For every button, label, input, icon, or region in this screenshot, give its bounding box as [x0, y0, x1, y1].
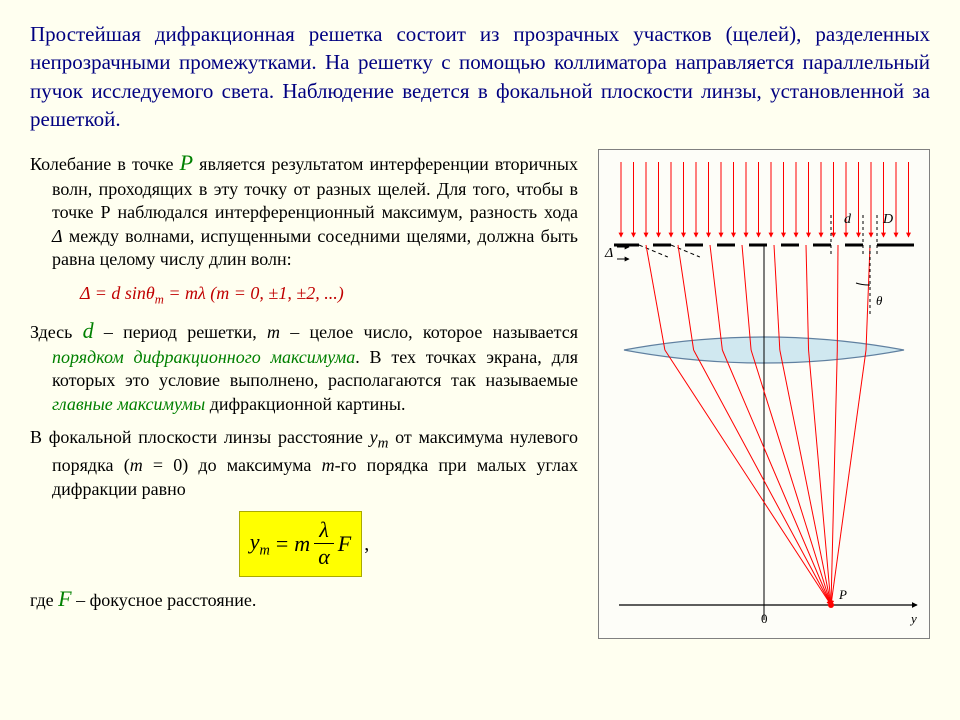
ym-y: ym: [250, 528, 270, 560]
p4-body: – фокусное расстояние.: [72, 590, 257, 610]
p2-prefix: Здесь: [30, 322, 83, 342]
p2-body4: дифракционной картины.: [205, 394, 405, 414]
svg-text:D: D: [882, 212, 893, 227]
p4-prefix: где: [30, 590, 58, 610]
p1-body2: между волнами, испущенными соседними щел…: [52, 226, 578, 269]
ym-m: m: [294, 530, 310, 559]
eq-lhs: Δ = d sinθ: [80, 283, 155, 303]
variable-F: F: [58, 586, 71, 611]
ym-F: F: [338, 530, 351, 559]
term-maxima: главные максимумы: [52, 394, 205, 414]
ym-lambda: λ: [315, 518, 333, 542]
ym-fraction: λ α: [314, 518, 334, 569]
p1-prefix: Колебание в точке: [30, 154, 180, 174]
paragraph-1: Колебание в точке P является результатом…: [30, 149, 578, 271]
variable-ym: ym: [370, 427, 389, 447]
variable-d: d: [83, 318, 94, 343]
paragraph-3: В фокальной плоскости линзы расстояние y…: [30, 426, 578, 501]
diffraction-diagram: d D Δθ 0 y P: [598, 149, 930, 639]
intro-paragraph: Простейшая дифракционная решетка состоит…: [30, 20, 930, 133]
eq-sub-m: m: [155, 292, 164, 306]
eq-mid: = mλ: [164, 283, 206, 303]
svg-text:Δ: Δ: [604, 246, 613, 261]
p3-body1: фокальной плоскости линзы расстояние: [49, 427, 370, 447]
slide-page: Простейшая дифракционная решетка состоит…: [0, 0, 960, 649]
svg-text:d: d: [844, 212, 852, 227]
paragraph-4: где F – фокусное расстояние.: [30, 585, 578, 614]
variable-P: P: [180, 150, 193, 175]
term-order: порядком дифракционного максимума: [52, 347, 355, 367]
ym-alpha: α: [314, 545, 334, 569]
p2-body1: – период решетки,: [94, 322, 267, 342]
p3-body3: = 0) до максимума: [143, 455, 322, 475]
ym-formula-block: ym = m λ α F ,: [30, 511, 578, 576]
p2-body2: – целое число, которое называется: [280, 322, 578, 342]
svg-text:y: y: [909, 611, 917, 626]
variable-m-zero: m: [130, 455, 143, 475]
variable-m: m: [267, 322, 280, 342]
paragraph-2: Здесь d – период решетки, m – целое числ…: [30, 317, 578, 416]
svg-text:θ: θ: [876, 293, 883, 308]
eq-tail: (m = 0, ±1, ±2, ...): [206, 283, 344, 303]
svg-text:P: P: [838, 587, 847, 602]
grating-equation: Δ = d sinθm = mλ (m = 0, ±1, ±2, ...): [30, 282, 578, 308]
variable-delta: Δ: [52, 226, 63, 246]
text-column: Колебание в точке P является результатом…: [30, 149, 578, 639]
p3-prefix: В: [30, 427, 49, 447]
content-row: Колебание в точке P является результатом…: [30, 149, 930, 639]
ym-formula-box: ym = m λ α F: [239, 511, 362, 576]
variable-m-th: m: [322, 455, 335, 475]
svg-text:0: 0: [761, 611, 768, 626]
